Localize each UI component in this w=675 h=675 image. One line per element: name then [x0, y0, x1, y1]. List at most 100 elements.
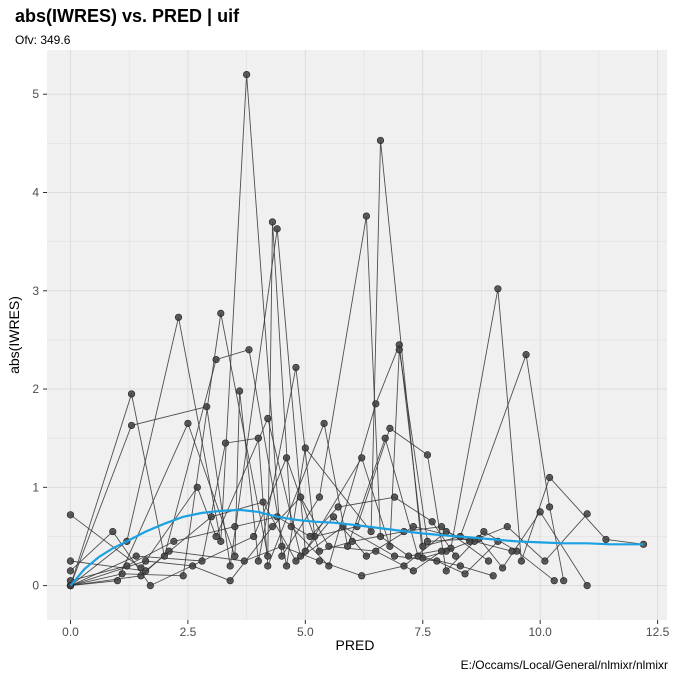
subject-line [70, 228, 588, 586]
y-tick-label: 3 [32, 284, 39, 298]
data-point [240, 557, 248, 565]
x-axis-title: PRED [336, 637, 375, 653]
data-point [132, 552, 140, 560]
data-point [109, 527, 117, 536]
data-point [583, 582, 591, 590]
subject-line [70, 501, 499, 575]
data-point [376, 532, 385, 541]
data-point [466, 537, 474, 545]
data-point [268, 218, 277, 226]
data-point [545, 473, 554, 482]
data-point [419, 542, 427, 550]
data-point [560, 577, 568, 585]
data-point [372, 547, 380, 555]
data-point [301, 444, 309, 452]
data-point [452, 552, 460, 560]
x-tick-label: 7.5 [414, 625, 431, 639]
data-point [297, 493, 305, 501]
data-point [264, 562, 272, 570]
data-point [118, 570, 126, 578]
data-point [226, 562, 234, 570]
data-point [583, 510, 591, 518]
y-tick-label: 1 [32, 480, 39, 494]
data-point [198, 557, 206, 565]
x-tick-label: 5.0 [297, 625, 314, 639]
data-point [517, 557, 525, 565]
chart-subtitle: Ofv: 349.6 [15, 33, 71, 47]
chart-title: abs(IWRES) vs. PRED | uif [15, 6, 240, 26]
data-point [386, 424, 394, 432]
data-point [550, 577, 558, 585]
data-point [146, 582, 154, 590]
data-point [254, 557, 262, 565]
data-point [381, 434, 389, 442]
data-point [414, 552, 422, 560]
data-point [235, 387, 244, 395]
data-point [292, 557, 300, 565]
data-point [409, 523, 417, 531]
data-point [193, 483, 201, 491]
data-point [320, 419, 328, 428]
data-point [226, 577, 234, 585]
data-point [113, 577, 122, 585]
data-point [437, 523, 446, 531]
data-point [179, 572, 187, 580]
data-point [503, 523, 511, 531]
data-point [123, 562, 131, 570]
data-point [428, 518, 436, 526]
data-point [409, 567, 417, 575]
data-point [545, 503, 554, 511]
y-tick-label: 4 [32, 186, 39, 200]
data-point [254, 434, 262, 442]
data-point [184, 419, 192, 428]
data-point [344, 542, 352, 550]
data-point [508, 547, 516, 555]
data-point [395, 346, 403, 354]
data-point [329, 513, 338, 521]
data-point [66, 511, 75, 519]
data-point [174, 313, 183, 321]
data-point [390, 493, 399, 501]
caption: E:/Occams/Local/General/nlmixr/nlmixr [461, 658, 668, 672]
data-point [287, 523, 295, 531]
grid-lines [47, 50, 667, 620]
data-point [231, 523, 239, 531]
y-axis-ticks: 0 1 2 3 4 5 [32, 87, 47, 593]
data-point [170, 537, 178, 545]
data-point [362, 212, 370, 220]
data-point [189, 562, 197, 570]
data-point [231, 552, 239, 560]
y-tick-label: 0 [32, 579, 39, 593]
data-point [297, 552, 305, 560]
data-point [264, 414, 272, 423]
data-point [423, 537, 432, 545]
data-point [442, 567, 450, 575]
data-point [334, 503, 342, 511]
data-point [386, 542, 394, 550]
x-tick-label: 2.5 [180, 625, 197, 639]
data-point [127, 390, 136, 398]
data-point [66, 557, 75, 565]
data-point [433, 557, 441, 565]
data-point [442, 527, 450, 536]
data-point [536, 508, 544, 516]
data-point [480, 527, 488, 536]
data-point [282, 454, 291, 462]
data-point [165, 547, 173, 555]
data-point [212, 355, 220, 364]
data-point [367, 527, 375, 536]
data-point [376, 136, 385, 145]
data-point [405, 552, 413, 560]
subject-line [70, 140, 588, 586]
data-point [456, 562, 464, 570]
data-point [245, 346, 253, 354]
data-point [217, 537, 225, 545]
data-point [348, 537, 356, 545]
data-point [292, 363, 300, 372]
data-point [358, 454, 366, 462]
data-point [127, 421, 136, 430]
subject-line [70, 496, 442, 587]
data-point [315, 547, 324, 555]
data-point [243, 70, 251, 79]
